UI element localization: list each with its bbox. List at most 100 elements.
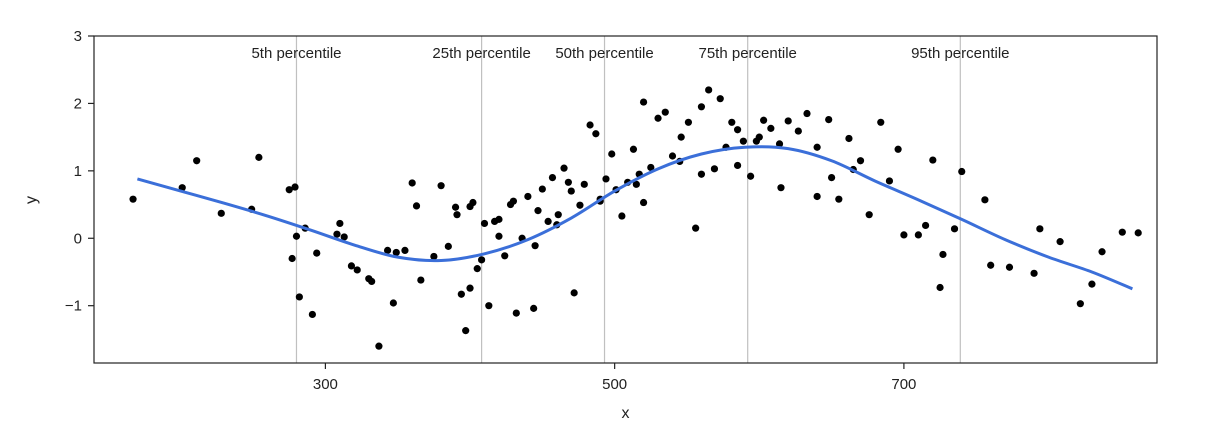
data-point bbox=[576, 201, 584, 209]
data-point bbox=[451, 203, 460, 211]
data-point bbox=[939, 250, 947, 259]
data-point bbox=[292, 232, 301, 240]
data-point bbox=[1056, 238, 1064, 246]
data-point bbox=[602, 175, 610, 183]
data-point bbox=[444, 242, 452, 250]
data-point bbox=[877, 118, 885, 126]
data-point bbox=[495, 215, 503, 223]
data-point bbox=[1134, 229, 1142, 237]
data-point bbox=[894, 145, 902, 153]
data-point bbox=[981, 196, 989, 204]
data-point bbox=[794, 127, 802, 135]
x-tick-label: 500 bbox=[602, 376, 627, 393]
data-point bbox=[733, 161, 742, 170]
percentile-lines bbox=[295, 36, 961, 363]
y-tick-label: −1 bbox=[65, 298, 82, 315]
data-point bbox=[466, 284, 474, 292]
data-point bbox=[473, 265, 481, 273]
x-tick-label: 700 bbox=[891, 376, 916, 393]
data-point bbox=[501, 252, 509, 260]
data-point bbox=[813, 192, 821, 201]
data-point bbox=[775, 140, 784, 148]
data-point bbox=[835, 195, 843, 203]
data-point bbox=[987, 261, 995, 269]
x-tick-label: 300 bbox=[313, 376, 338, 393]
data-point bbox=[1076, 300, 1084, 308]
data-point bbox=[632, 180, 640, 188]
data-point bbox=[437, 182, 445, 190]
data-point bbox=[629, 145, 638, 153]
data-point bbox=[570, 289, 578, 297]
y-axis-ticks: 3 2 1 0 −1 bbox=[65, 28, 94, 315]
data-point bbox=[285, 186, 293, 194]
percentile-label: 95th percentile bbox=[911, 45, 1009, 62]
data-point bbox=[697, 170, 706, 178]
data-point bbox=[255, 153, 263, 161]
data-point bbox=[401, 246, 409, 255]
data-point bbox=[784, 117, 792, 125]
data-point bbox=[462, 327, 470, 335]
data-point bbox=[564, 178, 572, 186]
data-point bbox=[580, 180, 588, 188]
data-point bbox=[412, 202, 421, 210]
data-point bbox=[544, 217, 552, 226]
data-point bbox=[747, 172, 755, 180]
data-point bbox=[760, 116, 768, 124]
data-point bbox=[485, 302, 493, 310]
data-point bbox=[392, 248, 400, 257]
data-point bbox=[1036, 225, 1044, 233]
data-point bbox=[914, 231, 922, 239]
data-point bbox=[408, 179, 416, 187]
data-point bbox=[430, 252, 438, 261]
data-point bbox=[684, 118, 693, 126]
data-point bbox=[856, 157, 865, 165]
data-point bbox=[1098, 248, 1106, 256]
data-point bbox=[739, 137, 747, 145]
data-point bbox=[554, 211, 562, 219]
data-point bbox=[900, 231, 908, 239]
data-point bbox=[639, 198, 648, 207]
data-point bbox=[534, 207, 542, 215]
data-point bbox=[466, 202, 474, 211]
data-point bbox=[618, 212, 626, 220]
data-point bbox=[347, 262, 356, 270]
data-point bbox=[697, 103, 706, 111]
y-tick-label: 3 bbox=[74, 28, 82, 45]
data-point bbox=[929, 156, 937, 164]
x-axis-ticks: 300 500 700 bbox=[313, 363, 916, 393]
data-point bbox=[509, 197, 518, 205]
y-tick-label: 1 bbox=[74, 163, 82, 180]
data-point bbox=[389, 299, 397, 307]
data-point bbox=[733, 126, 742, 134]
data-point bbox=[383, 246, 392, 255]
smooth-curve bbox=[136, 145, 1133, 291]
percentile-label: 5th percentile bbox=[251, 45, 341, 62]
data-point bbox=[295, 293, 303, 301]
data-point bbox=[548, 173, 557, 182]
data-point bbox=[477, 256, 486, 264]
data-point bbox=[333, 230, 341, 238]
data-point bbox=[668, 152, 677, 160]
data-point bbox=[692, 224, 700, 232]
percentile-labels: 5th percentile 25th percentile 50th percen… bbox=[251, 45, 1009, 62]
data-point bbox=[480, 219, 489, 228]
data-point bbox=[647, 163, 655, 172]
data-point bbox=[453, 211, 461, 219]
data-point bbox=[705, 86, 713, 94]
data-point bbox=[417, 276, 425, 284]
y-tick-label: 2 bbox=[74, 95, 82, 112]
data-point bbox=[217, 209, 225, 217]
data-point bbox=[291, 183, 299, 191]
data-point bbox=[767, 124, 775, 132]
percentile-label: 75th percentile bbox=[699, 45, 797, 62]
data-point bbox=[353, 266, 361, 274]
data-point bbox=[336, 219, 344, 228]
data-point bbox=[1030, 269, 1038, 277]
data-point bbox=[885, 177, 894, 185]
data-point bbox=[845, 134, 853, 143]
data-point bbox=[530, 304, 538, 312]
data-point bbox=[661, 108, 669, 116]
data-point bbox=[375, 342, 383, 350]
data-point bbox=[560, 164, 568, 172]
data-point bbox=[512, 309, 520, 317]
